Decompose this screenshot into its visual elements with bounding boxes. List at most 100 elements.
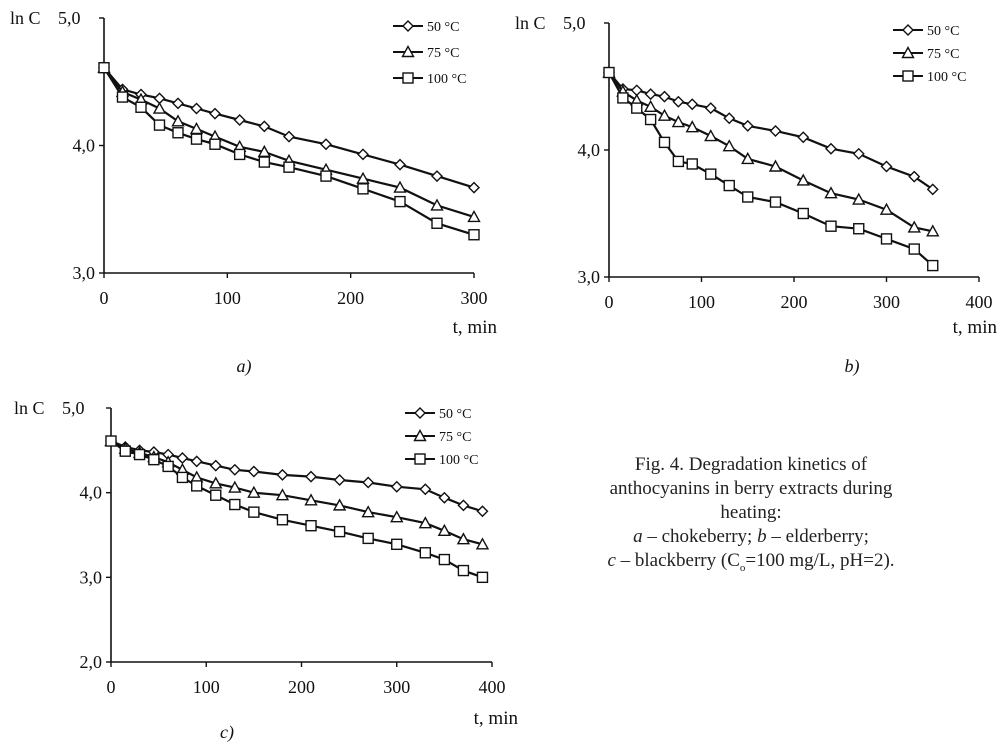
data-point bbox=[148, 453, 160, 466]
x-tick-label: 100 bbox=[193, 677, 220, 697]
figure-caption: Fig. 4. Degradation kinetics of anthocya… bbox=[556, 453, 946, 580]
data-point bbox=[190, 455, 203, 468]
data-point bbox=[361, 505, 375, 518]
data-point bbox=[418, 516, 433, 529]
x-tick-label: 200 bbox=[337, 288, 364, 308]
data-point bbox=[135, 101, 147, 113]
caption-letter-c: c bbox=[607, 550, 616, 571]
x-tick-label: 0 bbox=[605, 292, 614, 312]
data-point bbox=[723, 112, 736, 125]
data-point bbox=[797, 131, 810, 144]
data-point bbox=[431, 217, 443, 229]
caption-text-b: – elderberry; bbox=[766, 526, 869, 547]
y-tick-label: 4,0 bbox=[80, 483, 103, 503]
data-point bbox=[394, 195, 406, 208]
caption-subscript: o bbox=[739, 561, 746, 574]
x-tick-label: 0 bbox=[100, 288, 109, 308]
data-point bbox=[390, 510, 404, 523]
y-axis-label: ln C bbox=[14, 398, 45, 418]
data-point bbox=[233, 114, 246, 126]
data-point bbox=[467, 209, 481, 223]
data-point bbox=[704, 102, 717, 115]
x-tick-label: 400 bbox=[966, 292, 993, 312]
data-point bbox=[209, 107, 221, 120]
data-point bbox=[356, 171, 370, 184]
data-point bbox=[248, 506, 260, 518]
data-point bbox=[362, 532, 374, 545]
data-point bbox=[332, 498, 347, 511]
data-point bbox=[456, 532, 471, 545]
series-2 bbox=[602, 65, 940, 237]
data-point bbox=[926, 224, 940, 237]
legend-label: 100 °C bbox=[927, 70, 966, 85]
data-point bbox=[357, 183, 369, 195]
data-point bbox=[853, 223, 865, 235]
data-point bbox=[172, 97, 184, 110]
data-point bbox=[362, 476, 375, 489]
data-point bbox=[880, 233, 893, 245]
data-point bbox=[685, 120, 699, 133]
data-point bbox=[824, 186, 838, 199]
legend-marker bbox=[402, 72, 414, 84]
y-axis-label: ln C bbox=[10, 8, 41, 28]
legend-marker bbox=[401, 45, 415, 58]
data-point bbox=[258, 156, 271, 168]
legend-label: 100 °C bbox=[427, 72, 466, 87]
y-tick-label: 5,0 bbox=[62, 398, 85, 418]
caption-line-3: heating: bbox=[720, 502, 782, 523]
data-point bbox=[172, 127, 184, 139]
data-point bbox=[927, 259, 939, 272]
data-point bbox=[852, 192, 866, 205]
caption-line-1: Fig. 4. Degradation kinetics of bbox=[634, 454, 868, 475]
data-point bbox=[304, 493, 318, 506]
y-tick-label: 3,0 bbox=[73, 263, 96, 283]
data-point bbox=[643, 99, 658, 113]
data-point bbox=[907, 220, 921, 233]
series-1 bbox=[603, 66, 939, 196]
data-point bbox=[437, 523, 452, 536]
legend-marker bbox=[413, 429, 427, 442]
y-tick-label: 2,0 bbox=[80, 652, 103, 672]
data-point bbox=[153, 119, 166, 131]
data-point bbox=[705, 168, 717, 180]
legend-label: 75 °C bbox=[427, 46, 459, 61]
data-point bbox=[672, 155, 685, 168]
data-point bbox=[797, 207, 809, 220]
data-point bbox=[825, 142, 837, 155]
y-tick-label: 3,0 bbox=[578, 267, 601, 287]
caption-text-a: – chokeberry; bbox=[642, 526, 758, 547]
data-point bbox=[247, 485, 261, 498]
data-point bbox=[431, 170, 443, 183]
data-point bbox=[176, 451, 189, 464]
data-point bbox=[190, 102, 203, 115]
chart-panel-1: 3,0 4,0 ln C 5,0 0 100 200 300 t, min a) 50 °C 75 °… bbox=[10, 8, 497, 377]
data-point bbox=[320, 138, 332, 151]
data-point bbox=[305, 519, 317, 532]
data-point bbox=[176, 471, 189, 484]
data-point bbox=[162, 460, 174, 473]
legend-label: 50 °C bbox=[427, 20, 459, 35]
data-point bbox=[468, 229, 480, 241]
data-point bbox=[105, 435, 117, 447]
data-point bbox=[457, 564, 470, 577]
legend-label: 75 °C bbox=[439, 430, 471, 445]
panel-label: b) bbox=[845, 356, 860, 377]
panel-label: a) bbox=[237, 356, 252, 377]
data-point bbox=[209, 459, 222, 472]
data-point bbox=[133, 448, 146, 461]
data-point bbox=[658, 90, 671, 103]
data-point bbox=[908, 243, 920, 255]
data-point bbox=[879, 202, 894, 215]
y-tick-label: 5,0 bbox=[563, 13, 586, 33]
legend-label: 75 °C bbox=[927, 47, 959, 62]
y-tick-label: 5,0 bbox=[58, 8, 81, 28]
y-tick-label: 4,0 bbox=[578, 140, 601, 160]
data-point bbox=[631, 102, 643, 114]
series-3 bbox=[603, 66, 939, 272]
caption-line-4: a – chokeberry; b – elderberry; bbox=[556, 525, 946, 549]
data-point bbox=[468, 181, 480, 194]
data-point bbox=[283, 161, 295, 173]
panel-label: c) bbox=[220, 722, 234, 742]
x-tick-label: 100 bbox=[214, 288, 241, 308]
